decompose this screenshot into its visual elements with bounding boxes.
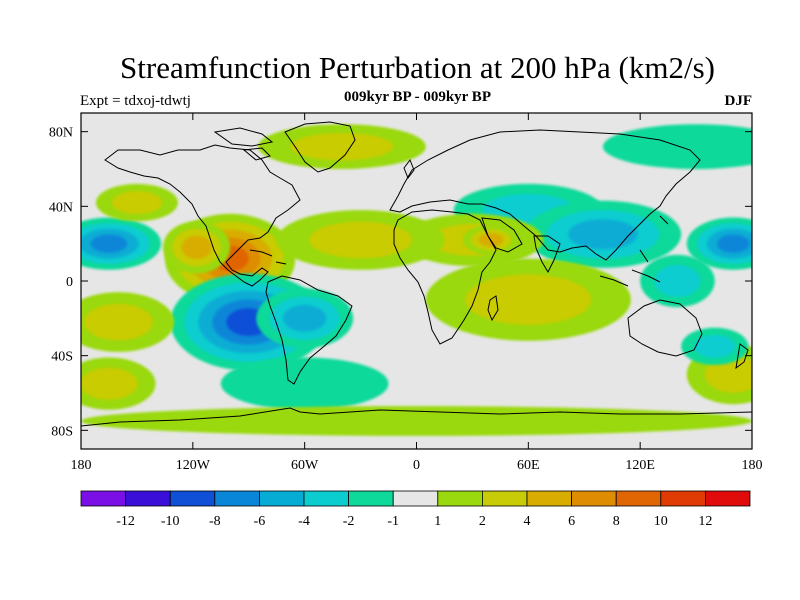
lat-tick-label: 0 (66, 275, 73, 290)
coastline-africa (393, 209, 497, 345)
colorbar-swatch (348, 490, 394, 507)
experiment-label: Expt = tdxoj-tdwtj (80, 93, 191, 109)
contour-band (290, 132, 394, 161)
colorbar-swatch (258, 490, 305, 507)
colorbar-swatch (80, 490, 126, 507)
colorbar-label: -4 (298, 514, 310, 529)
lon-tick-label: 0 (413, 458, 420, 473)
contour-band (83, 303, 153, 341)
colorbar-label: -1 (387, 514, 399, 529)
lat-tick-label: 80S (51, 424, 73, 439)
map-area (80, 112, 753, 450)
colorbar-swatch (214, 490, 260, 507)
contour-band (81, 406, 752, 436)
colorbar-label: 1 (434, 514, 441, 529)
field-anomaly (220, 357, 389, 410)
colorbar-label: 10 (654, 514, 668, 529)
coastline-arabia (481, 217, 523, 253)
lat-tick-label: 80N (49, 126, 73, 141)
colorbar-swatch (392, 490, 439, 507)
field-anomaly (602, 124, 752, 169)
lat-tick-label: 40N (49, 200, 73, 215)
colorbar-label: -2 (343, 514, 355, 529)
colorbar-label: -6 (254, 514, 266, 529)
field-anomaly (681, 327, 749, 366)
field-anomaly (81, 292, 175, 352)
field-anomaly (256, 288, 354, 349)
coastline-new-zealand (735, 343, 749, 370)
coastline-australia (627, 299, 703, 357)
coastlines (81, 121, 752, 427)
colorbar-label: -8 (209, 514, 221, 529)
coastline-antarctica (81, 407, 752, 427)
coastline-india (533, 235, 561, 274)
contour-band (602, 124, 752, 169)
field-anomaly (276, 210, 445, 270)
lat-tick-label: 40S (51, 350, 73, 365)
coastline-north-america (104, 144, 301, 287)
lon-tick-label: 120E (625, 458, 655, 473)
field-anomaly (81, 217, 162, 270)
field-anomaly (81, 357, 156, 410)
coastline-british-isles (403, 158, 415, 180)
field-anomaly (425, 258, 631, 341)
field-anomaly (258, 124, 426, 169)
contour-band (90, 234, 128, 253)
chart-subtitle: 009kyr BP - 009kyr BP (344, 89, 491, 105)
contour-band (654, 264, 701, 298)
season-label: DJF (724, 93, 753, 109)
colorbar-swatch (169, 490, 216, 507)
colorbar-label: 12 (698, 514, 712, 529)
colorbar-label: -10 (161, 514, 180, 529)
coastline-maritime-asia (599, 215, 669, 287)
contour-band (308, 221, 413, 259)
colorbar-label: 8 (613, 514, 620, 529)
lon-tick-label: 180 (742, 458, 763, 473)
colorbar-swatch (571, 490, 617, 507)
colorbar-label: 2 (479, 514, 486, 529)
lon-tick-label: 60E (517, 458, 540, 473)
field-anomaly (163, 221, 231, 274)
colorbar-swatch (705, 490, 751, 507)
colorbar-label: 4 (524, 514, 531, 529)
colorbar-swatch (526, 490, 572, 507)
colorbar: -12 -10 -8 -6 -4 -2 -1 1 2 4 6 8 10 12 (80, 490, 751, 529)
contour-band (717, 234, 750, 253)
latitude-ticks: 80N 40N 0 40S 80S (49, 126, 752, 439)
contour-band (81, 367, 138, 400)
coastline-south-america (265, 275, 353, 385)
lon-tick-label: 120W (176, 458, 211, 473)
longitude-ticks: 180 120W 60W 0 60E 120E 180 (71, 113, 763, 473)
contour-band (465, 274, 592, 325)
field-anomaly (95, 183, 178, 222)
field-anomaly (81, 406, 752, 436)
colorbar-label: 6 (568, 514, 575, 529)
colorbar-swatch (615, 490, 662, 507)
chart-title: Streamfunction Perturbation at 200 hPa (… (120, 50, 715, 85)
contour-band (181, 235, 212, 260)
colorbar-swatch (125, 490, 171, 507)
colorbar-swatch (481, 490, 528, 507)
contour-band (568, 219, 638, 250)
colorbar-label: -12 (116, 514, 135, 529)
colorbar-swatch (303, 490, 349, 507)
colorbar-swatch (660, 490, 706, 507)
coastline-eurasia (389, 129, 701, 261)
streamfunction-field (81, 124, 752, 436)
coastline-greenland (284, 121, 356, 173)
lon-tick-label: 180 (71, 458, 92, 473)
field-anomaly (640, 254, 715, 308)
contour-band (694, 334, 736, 358)
coastline-arctic-islands (213, 127, 274, 161)
field-anomaly (686, 217, 752, 270)
lon-tick-label: 60W (291, 458, 319, 473)
coastline-caribbean (249, 249, 287, 265)
contour-band (283, 305, 327, 332)
contour-band (220, 357, 389, 410)
colorbar-swatch (437, 490, 483, 507)
contour-band (111, 191, 163, 215)
coastline-madagascar (487, 295, 499, 322)
